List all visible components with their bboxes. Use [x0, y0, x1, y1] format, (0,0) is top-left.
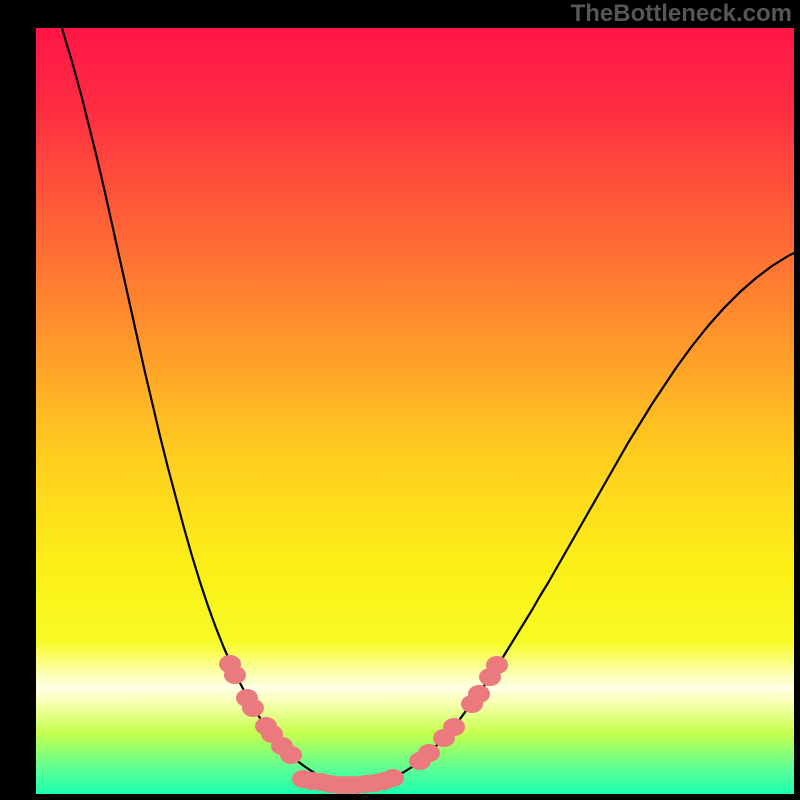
data-marker	[443, 718, 465, 736]
data-marker	[382, 769, 404, 787]
gradient-background	[36, 28, 794, 794]
data-marker	[280, 746, 302, 764]
plot-area	[36, 28, 794, 794]
data-marker	[224, 666, 246, 684]
data-marker	[418, 744, 440, 762]
chart-container: TheBottleneck.com	[0, 0, 800, 800]
data-marker	[468, 685, 490, 703]
attribution-text: TheBottleneck.com	[571, 0, 792, 28]
data-marker	[242, 699, 264, 717]
plot-svg	[36, 28, 794, 794]
data-marker	[486, 656, 508, 674]
